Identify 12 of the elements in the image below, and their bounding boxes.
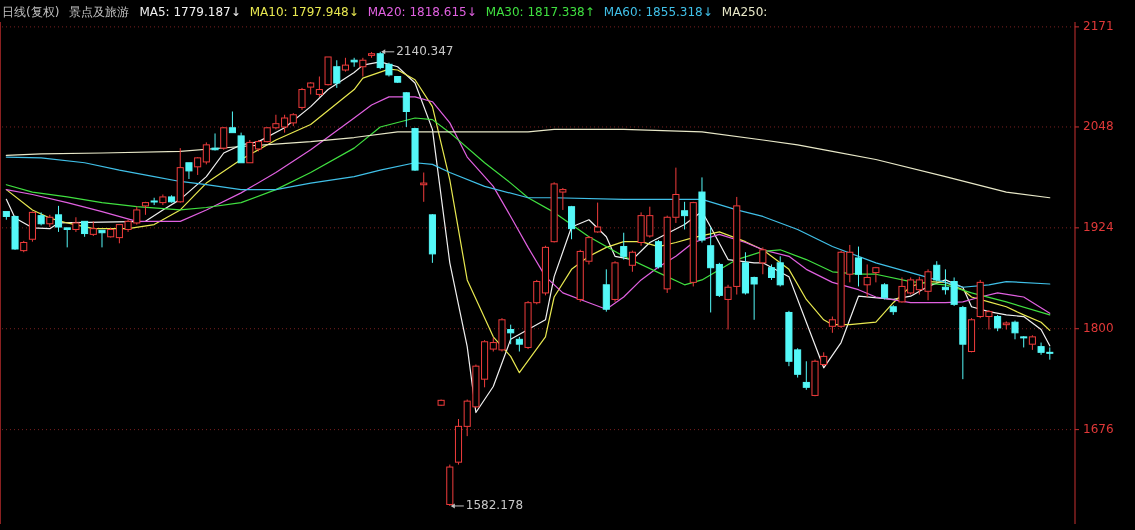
annotation: 2140.347 [381, 44, 454, 59]
annotation: 2140.347 [396, 44, 454, 59]
y-tick-label: 2048 [1083, 119, 1114, 134]
y-tick-label: 1800 [1083, 321, 1114, 336]
chart-subtitle: 景点及旅游 [69, 4, 130, 19]
annotation: 1582.178 [450, 498, 524, 513]
y-tick-label: 2171 [1083, 19, 1114, 34]
y-tick-label: 1924 [1083, 220, 1114, 235]
chart-title: 日线(复权) [2, 4, 60, 19]
header: 日线(复权) 景点及旅游 MA5: 1779.187↓ MA10: 1797.948↓ MA20: 1818.615↓ MA30: 1817.338↑ MA60: 1855.318↓ MA250: [2, 4, 768, 19]
y-tick-label: 1676 [1083, 422, 1114, 437]
annotation: 1582.178 [465, 498, 524, 513]
